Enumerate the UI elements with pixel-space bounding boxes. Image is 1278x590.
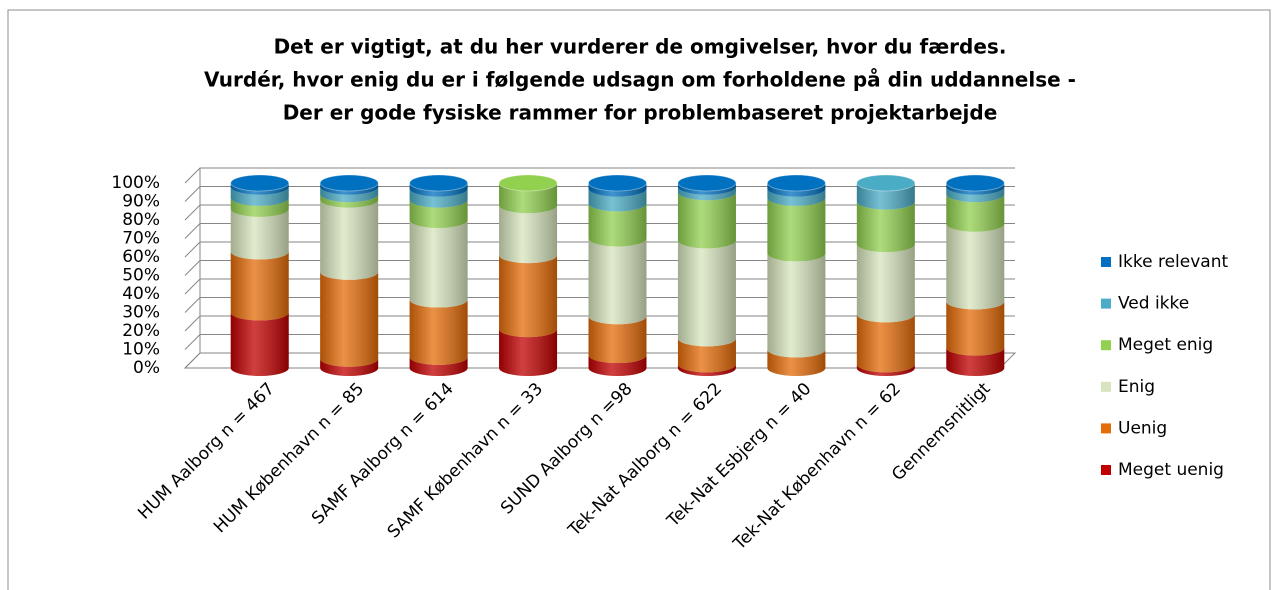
- cylinder-shading: [856, 183, 915, 210]
- cylinder-shading: [588, 238, 647, 325]
- cylinder-shading: [230, 208, 289, 260]
- legend-label: Meget uenig: [1118, 460, 1224, 480]
- y-tick-label: 90%: [122, 192, 160, 212]
- grid-line: [184, 241, 1015, 258]
- cylinder-shading: [230, 183, 289, 195]
- cylinder-shading: [230, 251, 289, 321]
- legend-label: Ved ikke: [1118, 294, 1189, 314]
- cylinder-shading: [946, 223, 1005, 310]
- cylinder-shading: [409, 356, 468, 376]
- y-tick-label: 40%: [122, 284, 160, 304]
- grid-line: [184, 315, 1015, 332]
- cylinder-shading: [767, 183, 826, 197]
- cylinder-shading: [946, 347, 1005, 376]
- cylinder-shading: [320, 358, 379, 376]
- legend-label: Meget enig: [1118, 335, 1213, 355]
- cylinder-shading: [856, 314, 915, 373]
- cylinder-shading: [409, 188, 468, 208]
- cylinder-cap: [230, 174, 290, 192]
- cylinder-shading: [320, 194, 379, 208]
- cylinder-cap: [319, 174, 379, 192]
- grid-line: [184, 186, 1015, 202]
- y-tick-label: 10%: [122, 340, 160, 360]
- cylinder-shading: [767, 197, 826, 262]
- cylinder-cap: [588, 174, 647, 192]
- cylinder-shading: [856, 201, 915, 253]
- cylinder-shading: [499, 255, 558, 338]
- cylinder-shading: [499, 183, 558, 214]
- cylinder-shading: [409, 199, 468, 228]
- title-line: Det er vigtigt, at du her vurderer de om…: [274, 35, 1007, 59]
- legend-swatch: [1101, 298, 1111, 309]
- cylinder-shading: [320, 183, 379, 195]
- cylinder-shading: [767, 349, 826, 376]
- grid-line: [184, 260, 1015, 276]
- cylinder-shading: [499, 205, 558, 264]
- cylinder-cap: [766, 174, 826, 192]
- cylinder-shading: [588, 355, 647, 376]
- cylinder-shading: [767, 253, 826, 358]
- cylinder-shading: [946, 186, 1005, 203]
- y-tick-label: 0%: [133, 358, 160, 378]
- cylinder-shading: [320, 199, 379, 280]
- cylinder-shading: [230, 197, 289, 217]
- cylinder-shading: [409, 299, 468, 365]
- legend-label: Uenig: [1118, 418, 1167, 438]
- y-tick-label: 80%: [122, 210, 160, 230]
- cylinder-cap: [409, 174, 469, 192]
- legend-swatch: [1101, 340, 1111, 351]
- cylinder-cap: [945, 174, 1005, 192]
- cylinder-shading: [230, 186, 289, 206]
- y-tick-label: 70%: [122, 229, 160, 249]
- legend-swatch: [1101, 381, 1111, 392]
- cylinder-shading: [677, 338, 736, 373]
- y-tick-label: 100%: [111, 173, 160, 193]
- legend-swatch: [1101, 465, 1111, 475]
- cylinder-shading: [856, 364, 915, 376]
- cylinder-shading: [677, 186, 736, 201]
- chart-title: Det er vigtigt, at du her vurderer de om…: [204, 35, 1076, 125]
- cylinder-shading: [409, 220, 468, 308]
- cylinder-shading: [588, 316, 647, 364]
- grid-line: [184, 167, 1015, 184]
- y-tick-label: 50%: [122, 266, 160, 286]
- legend-swatch: [1101, 257, 1111, 267]
- cylinder-shading: [946, 301, 1005, 356]
- cylinder-shading: [320, 271, 379, 367]
- cylinder-shading: [320, 186, 379, 203]
- cylinder-shading: [677, 240, 736, 347]
- cylinder-shading: [856, 244, 915, 323]
- cylinder-shading: [677, 364, 736, 376]
- cylinder-shading: [677, 192, 736, 249]
- grid-line: [184, 352, 1015, 369]
- cylinder-cap: [677, 174, 737, 192]
- cylinder-shading: [588, 183, 647, 197]
- legend-swatch: [1101, 423, 1111, 434]
- cylinder-shading: [409, 183, 468, 197]
- cylinder-shading: [588, 188, 647, 212]
- cylinder-shading: [946, 194, 1005, 232]
- grid-line: [184, 278, 1015, 295]
- cylinder-shading: [946, 183, 1005, 195]
- grid-line: [184, 297, 1015, 313]
- cylinder-shading: [767, 188, 826, 206]
- title-line: Der er gode fysiske rammer for problemba…: [283, 101, 998, 125]
- y-tick-label: 30%: [122, 303, 160, 323]
- y-tick-label: 20%: [122, 321, 160, 341]
- cylinder-shading: [677, 183, 736, 195]
- grid-line: [184, 334, 1015, 350]
- cylinder-cap: [498, 174, 558, 192]
- cylinder-shading: [588, 203, 647, 247]
- cylinder-shading: [230, 312, 289, 376]
- cylinder-cap: [856, 174, 916, 192]
- y-tick-label: 60%: [122, 247, 160, 267]
- title-line: Vurdér, hvor enig du er i følgende udsag…: [204, 68, 1076, 92]
- legend-label: Enig: [1118, 377, 1155, 397]
- cylinder-shading: [499, 329, 558, 376]
- legend-label: Ikke relevant: [1118, 252, 1228, 272]
- grid-line: [184, 204, 1015, 221]
- grid-line: [184, 223, 1015, 239]
